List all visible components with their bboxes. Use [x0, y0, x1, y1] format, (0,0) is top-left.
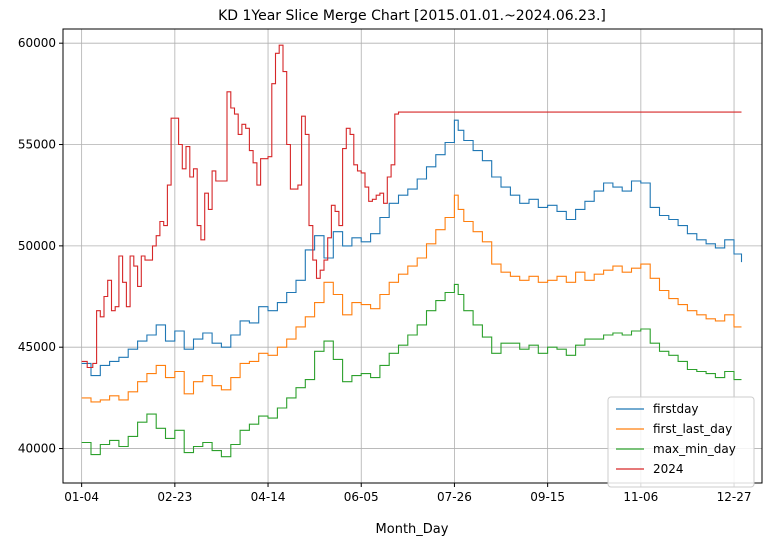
series-line-2: [81, 283, 742, 458]
x-tick-label: 12-27: [717, 490, 752, 504]
y-tick-label: 60000: [18, 36, 56, 50]
y-tick-label: 55000: [18, 138, 56, 152]
y-axis: 40000 45000 50000 55000 60000: [18, 36, 63, 456]
x-axis-label: Month_Day: [376, 522, 449, 537]
series-lines: [81, 44, 743, 458]
legend-label: 2024: [653, 462, 684, 476]
series-line-3: [81, 44, 742, 369]
series-line-0: [81, 119, 743, 377]
y-tick-label: 50000: [18, 239, 56, 253]
legend-box: [607, 396, 755, 488]
x-tick-label: 04-14: [251, 490, 286, 504]
x-tick-label: 09-15: [530, 490, 565, 504]
plot-frame: [62, 28, 763, 484]
series-line-1: [81, 194, 742, 403]
legend-label: max_min_day: [653, 442, 736, 456]
x-tick-label: 07-26: [437, 490, 472, 504]
x-tick-label: 11-06: [623, 490, 658, 504]
legend-label: first_last_day: [653, 422, 732, 436]
x-tick-label: 01-04: [64, 490, 99, 504]
y-tick-label: 45000: [18, 340, 56, 354]
legend: firstday first_last_day max_min_day 2024: [607, 396, 755, 488]
x-tick-label: 02-23: [157, 490, 192, 504]
x-tick-label: 06-05: [344, 490, 379, 504]
legend-label: firstday: [653, 402, 699, 416]
x-axis: 01-04 02-23 04-14 06-05 07-26 09-15 11-06 12-27: [64, 483, 751, 504]
y-tick-label: 40000: [18, 442, 56, 456]
chart-title: KD 1Year Slice Merge Chart [2015.01.01.~…: [218, 8, 606, 24]
